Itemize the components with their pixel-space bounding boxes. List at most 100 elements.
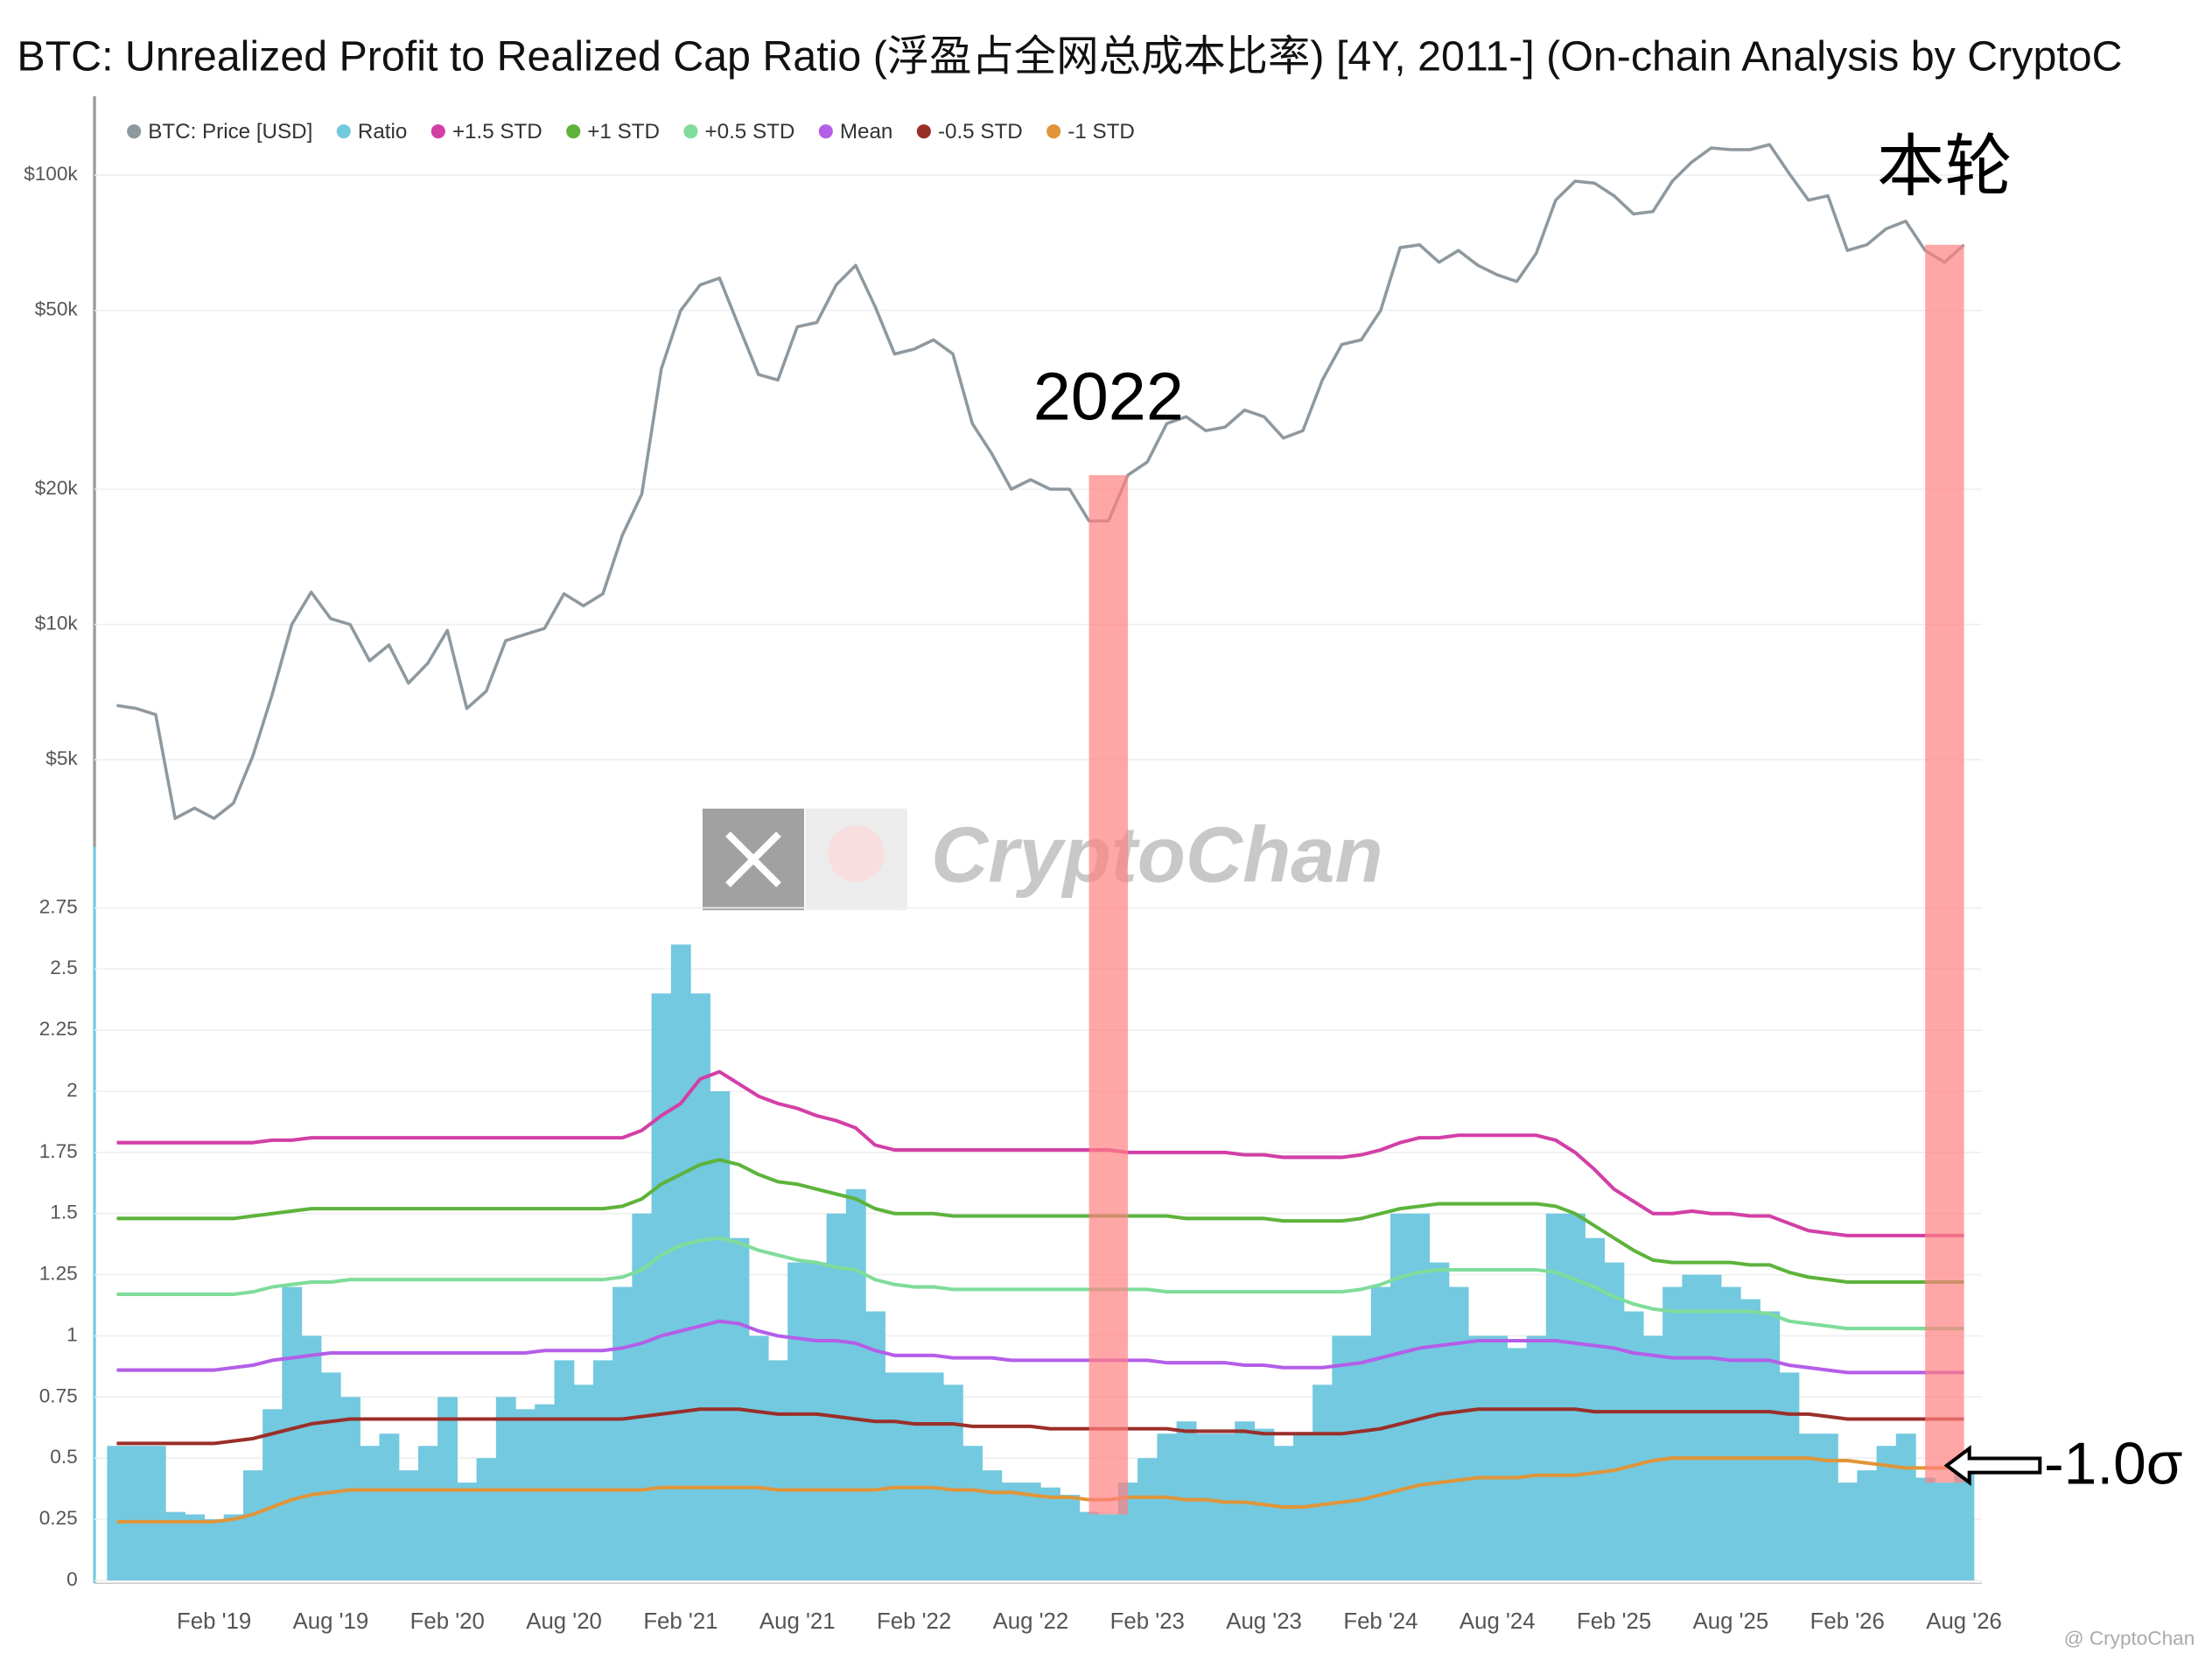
highlight-label: 本轮 bbox=[1877, 129, 2012, 204]
legend-marker bbox=[127, 124, 142, 139]
ratio-bar bbox=[1020, 1482, 1041, 1580]
ratio-bar bbox=[457, 1482, 478, 1580]
y2-tick-label: $5k bbox=[46, 747, 78, 769]
x-tick-label: Feb '24 bbox=[1343, 1609, 1418, 1634]
ratio-bar bbox=[1351, 1335, 1372, 1580]
y-tick-label: 1 bbox=[66, 1323, 78, 1345]
ratio-bar bbox=[301, 1335, 322, 1580]
x-tick-label: Aug '23 bbox=[1226, 1609, 1302, 1634]
chart-title: BTC: Unrealized Profit to Realized Cap R… bbox=[17, 33, 2122, 81]
ratio-bar bbox=[223, 1514, 244, 1580]
ratio-bar bbox=[845, 1188, 866, 1580]
ratio-bar bbox=[360, 1446, 381, 1580]
ratio-bar bbox=[476, 1458, 497, 1580]
ratio-bar bbox=[535, 1404, 556, 1580]
std-line bbox=[116, 1069, 1964, 1237]
x-tick-label: Aug '25 bbox=[1693, 1609, 1769, 1634]
highlight-band bbox=[1925, 244, 1964, 1483]
x-tick-label: Aug '21 bbox=[760, 1609, 836, 1634]
ratio-bar bbox=[1857, 1470, 1878, 1580]
ratio-bar bbox=[573, 1384, 594, 1580]
watermark: CryptoChan bbox=[931, 811, 1383, 900]
ratio-bar bbox=[748, 1335, 769, 1580]
ratio-bar bbox=[1817, 1433, 1838, 1580]
legend-label: BTC: Price [USD] bbox=[148, 120, 312, 144]
price-line bbox=[116, 143, 1965, 820]
ratio-bar bbox=[1545, 1213, 1566, 1580]
ratio-bar bbox=[1370, 1286, 1391, 1580]
ratio-bar bbox=[651, 993, 672, 1580]
legend-marker bbox=[566, 124, 581, 139]
ratio-bar bbox=[592, 1360, 613, 1580]
y2-tick-label: $20k bbox=[35, 477, 79, 499]
ratio-bar bbox=[242, 1470, 263, 1580]
ratio-bar bbox=[612, 1286, 634, 1580]
ratio-bar bbox=[885, 1372, 906, 1580]
ratio-bar bbox=[1662, 1286, 1684, 1580]
x-tick-label: Feb '26 bbox=[1810, 1609, 1885, 1634]
y-tick-label: 2.25 bbox=[39, 1018, 78, 1040]
legend-marker bbox=[916, 124, 931, 139]
ratio-bar bbox=[515, 1409, 536, 1580]
x-tick-label: Feb '20 bbox=[410, 1609, 485, 1634]
x-tick-label: Feb '19 bbox=[177, 1609, 251, 1634]
ratio-bar bbox=[1740, 1299, 1760, 1580]
ratio-bar bbox=[1467, 1335, 1488, 1580]
legend-label: -0.5 STD bbox=[938, 120, 1023, 144]
ratio-bar bbox=[126, 1446, 147, 1580]
ratio-bar bbox=[865, 1311, 886, 1580]
ratio-bar bbox=[670, 944, 691, 1580]
ratio-bar bbox=[1701, 1274, 1722, 1580]
y-tick-label: 0 bbox=[66, 1568, 78, 1590]
credit: @ CryptoChan bbox=[2064, 1628, 2195, 1650]
y2-tick-label: $100k bbox=[24, 163, 78, 185]
ratio-bar bbox=[1798, 1433, 1819, 1580]
legend-label: +0.5 STD bbox=[705, 120, 795, 144]
x-tick-label: Aug '26 bbox=[1926, 1609, 2002, 1634]
ratio-bar bbox=[145, 1446, 166, 1580]
ratio-bar bbox=[1138, 1458, 1158, 1580]
legend-marker bbox=[1046, 124, 1061, 139]
annotation: -1.0σ bbox=[2044, 1432, 2182, 1497]
ratio-bar bbox=[1429, 1262, 1450, 1580]
x-tick-label: Aug '19 bbox=[293, 1609, 369, 1634]
y-tick-label: 0.5 bbox=[50, 1446, 77, 1468]
ratio-bar bbox=[1682, 1274, 1703, 1580]
ratio-bar bbox=[1273, 1446, 1294, 1580]
ratio-bar bbox=[262, 1409, 284, 1580]
ratio-bar bbox=[1895, 1433, 1916, 1580]
std-line bbox=[116, 1407, 1964, 1446]
ratio-bar bbox=[923, 1372, 944, 1580]
legend-marker bbox=[430, 124, 445, 139]
x-tick-label: Aug '20 bbox=[526, 1609, 602, 1634]
y-tick-label: 1.25 bbox=[39, 1263, 78, 1285]
legend-label: +1.5 STD bbox=[452, 120, 542, 144]
y-tick-label: 2.75 bbox=[39, 895, 78, 917]
ratio-bar bbox=[1585, 1237, 1606, 1580]
ratio-bar bbox=[1040, 1487, 1060, 1580]
highlight-band bbox=[1088, 474, 1129, 1515]
ratio-bar bbox=[398, 1470, 419, 1580]
ratio-bar bbox=[1448, 1286, 1469, 1580]
ratio-bar bbox=[942, 1384, 963, 1580]
y-tick-label: 1.5 bbox=[50, 1202, 77, 1223]
overlay: 2022 本轮 -1.0σ bbox=[1033, 129, 2183, 1515]
y-tick-label: 0.25 bbox=[39, 1507, 78, 1529]
annotation-arrow bbox=[1943, 1445, 2042, 1486]
ratio-bar bbox=[1760, 1311, 1781, 1580]
ratio-bar bbox=[1954, 1470, 1975, 1580]
ratio-bar bbox=[767, 1360, 788, 1580]
watermark-logo bbox=[702, 809, 907, 911]
ratio-bar bbox=[1001, 1482, 1022, 1580]
ratio-bar bbox=[1838, 1482, 1858, 1580]
y-tick-label: 0.75 bbox=[39, 1384, 78, 1406]
ratio-bar bbox=[1195, 1433, 1216, 1580]
ratio-bar bbox=[1623, 1311, 1644, 1580]
ratio-bar bbox=[107, 1446, 128, 1580]
ratio-bar bbox=[1779, 1372, 1800, 1580]
ratio-bar bbox=[379, 1433, 400, 1580]
ratio-bar bbox=[1526, 1335, 1547, 1580]
ratio-bar bbox=[204, 1519, 225, 1580]
ratio-bar bbox=[1488, 1335, 1508, 1580]
